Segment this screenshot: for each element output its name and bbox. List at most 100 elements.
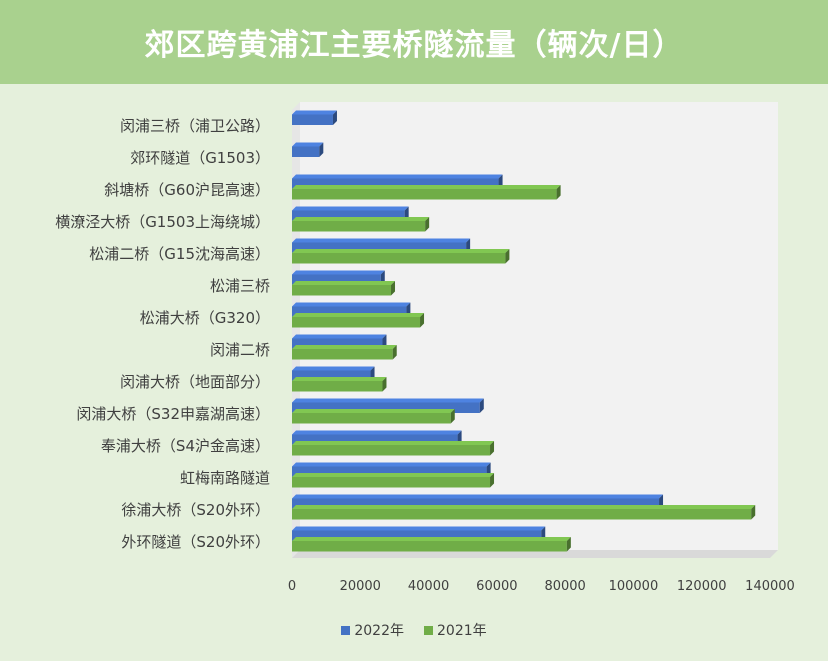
chart-title: 郊区跨黄浦江主要桥隧流量（辆次/日）	[144, 28, 684, 63]
x-tick-label: 100000	[609, 579, 659, 594]
title-band: 郊区跨黄浦江主要桥隧流量（辆次/日）	[0, 0, 828, 84]
category-label: 闵浦三桥（浦卫公路）	[120, 117, 270, 135]
legend-label-2021: 2021年	[437, 623, 487, 639]
bar-top-face	[292, 217, 430, 221]
bar-2021	[292, 509, 752, 520]
bar-top-face	[292, 505, 756, 509]
bar-2022	[292, 114, 333, 125]
bar-2021	[292, 477, 491, 488]
legend: 2022年 2021年	[0, 620, 828, 640]
bar-top-face	[292, 537, 571, 541]
bar-2022	[292, 306, 407, 317]
bar-2021	[292, 317, 421, 328]
bar-end-face	[391, 281, 396, 296]
bar-2021	[292, 445, 491, 456]
bar-top-face	[292, 473, 495, 477]
legend-label-2022: 2022年	[354, 623, 404, 639]
x-tick-label: 140000	[745, 579, 795, 594]
bar-top-face	[292, 313, 425, 317]
bar-top-face	[292, 398, 484, 403]
bar-top-face	[292, 281, 396, 285]
bar-top-face	[292, 409, 455, 413]
bar-end-face	[490, 441, 495, 456]
bar-2022	[292, 370, 371, 381]
bar-2021	[292, 349, 393, 360]
bar-2022	[292, 338, 383, 349]
bar-2022	[292, 530, 542, 541]
bar-top-face	[292, 302, 411, 307]
bar-top-face	[292, 249, 510, 253]
bar-2022	[292, 242, 467, 253]
category-label: 闵浦大桥（地面部分）	[120, 373, 270, 391]
bar-top-face	[292, 142, 324, 147]
category-label: 外环隧道（S20外环）	[121, 533, 270, 551]
category-label: 斜塘桥（G60沪昆高速）	[104, 181, 270, 199]
bar-top-face	[292, 366, 375, 371]
bar-2022	[292, 274, 381, 285]
x-tick-label: 20000	[340, 579, 381, 594]
bar-end-face	[556, 185, 561, 200]
bar-2022	[292, 146, 320, 157]
bar-top-face	[292, 430, 462, 435]
category-label: 横潦泾大桥（G1503上海绕城）	[55, 213, 270, 231]
category-label: 郊环隧道（G1503）	[130, 149, 270, 167]
x-tick-label: 60000	[476, 579, 517, 594]
bar-top-face	[292, 110, 337, 115]
bar-2022	[292, 498, 660, 509]
x-tick-label: 40000	[408, 579, 449, 594]
plot-floor	[292, 550, 778, 558]
bar-top-face	[292, 462, 491, 467]
bar-2021	[292, 285, 392, 296]
bar-top-face	[292, 185, 561, 189]
bar-top-face	[292, 441, 495, 445]
bar-2021	[292, 189, 557, 200]
category-label: 松浦三桥	[210, 277, 270, 295]
x-tick-label: 80000	[544, 579, 585, 594]
category-label: 徐浦大桥（S20外环）	[121, 501, 270, 519]
bar-2022	[292, 210, 405, 221]
bar-end-face	[751, 505, 756, 520]
bar-2022	[292, 466, 487, 477]
bar-2022	[292, 434, 458, 445]
bar-end-face	[319, 142, 324, 157]
category-label: 松浦二桥（G15沈海高速）	[89, 245, 270, 263]
category-label: 虹梅南路隧道	[180, 469, 270, 487]
bar-end-face	[479, 398, 484, 413]
bar-end-face	[490, 473, 495, 488]
legend-swatch-2022	[341, 625, 351, 635]
bar-top-face	[292, 174, 503, 179]
category-label: 闵浦二桥	[210, 341, 270, 359]
x-tick-label: 0	[288, 579, 296, 594]
bar-2021	[292, 413, 451, 424]
category-label: 闵浦大桥（S32申嘉湖高速）	[76, 405, 270, 423]
bar-end-face	[382, 377, 387, 392]
bar-end-face	[505, 249, 510, 264]
plot-side-wall	[292, 102, 300, 558]
bar-end-face	[420, 313, 425, 328]
bar-top-face	[292, 334, 387, 339]
bar-end-face	[450, 409, 455, 424]
legend-item-2022: 2022年	[341, 620, 404, 640]
legend-item-2021: 2021年	[424, 620, 487, 640]
bar-end-face	[392, 345, 397, 360]
bar-2022	[292, 402, 480, 413]
bar-top-face	[292, 494, 664, 499]
bar-top-face	[292, 238, 471, 243]
bar-2021	[292, 221, 426, 232]
bar-top-face	[292, 206, 409, 211]
bar-top-face	[292, 526, 546, 531]
bar-end-face	[566, 537, 571, 552]
x-tick-label: 120000	[677, 579, 727, 594]
bar-end-face	[425, 217, 430, 232]
bar-top-face	[292, 270, 385, 275]
bar-top-face	[292, 377, 387, 381]
bar-2021	[292, 253, 506, 264]
category-label: 松浦大桥（G320）	[140, 309, 270, 327]
bar-2021	[292, 381, 383, 392]
bar-top-face	[292, 345, 397, 349]
bar-2021	[292, 541, 567, 552]
bar-end-face	[332, 110, 337, 125]
bar-2022	[292, 178, 499, 189]
legend-swatch-2021	[424, 625, 433, 635]
